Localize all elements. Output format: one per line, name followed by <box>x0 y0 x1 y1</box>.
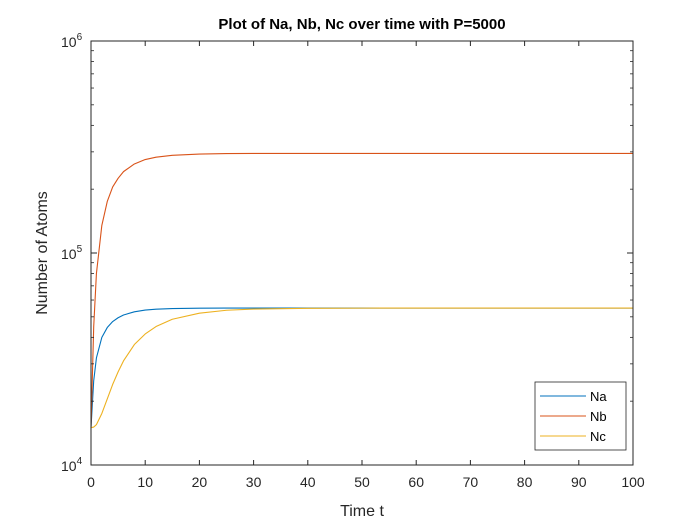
y-tick-label: 106 <box>61 32 83 50</box>
legend-entry-nb: Nb <box>540 409 607 424</box>
series-line-nb <box>90 152 633 428</box>
legend-label-nc: Nc <box>590 429 606 444</box>
chart-title: Plot of Na, Nb, Nc over time with P=5000 <box>218 16 505 33</box>
x-tick-label: 30 <box>246 474 262 490</box>
x-tick-label: 60 <box>408 474 424 490</box>
y-ticks: 104 105 106 <box>61 32 633 474</box>
y-axis-label: Number of Atoms <box>34 191 51 315</box>
x-tick-label: 90 <box>571 474 587 490</box>
x-axis-label: Time t <box>340 503 384 520</box>
legend-entry-nc: Nc <box>540 429 606 444</box>
x-tick-label: 10 <box>137 474 153 490</box>
x-tick-label: 50 <box>354 474 370 490</box>
series-line-nc <box>90 307 633 429</box>
x-tick-label: 80 <box>517 474 533 490</box>
x-tick-label: 100 <box>621 474 645 490</box>
series-layer <box>90 152 633 429</box>
x-ticks: 0 10 20 30 40 50 60 70 80 90 100 <box>87 41 645 490</box>
x-tick-label: 70 <box>463 474 479 490</box>
y-tick-label: 104 <box>61 456 83 474</box>
x-tick-label: 0 <box>87 474 95 490</box>
legend: Na Nb Nc <box>534 381 627 451</box>
legend-label-na: Na <box>590 389 607 404</box>
x-tick-label: 20 <box>192 474 208 490</box>
legend-entry-na: Na <box>540 389 607 404</box>
y-tick-label: 105 <box>61 244 83 262</box>
legend-label-nb: Nb <box>590 409 607 424</box>
x-tick-label: 40 <box>300 474 316 490</box>
